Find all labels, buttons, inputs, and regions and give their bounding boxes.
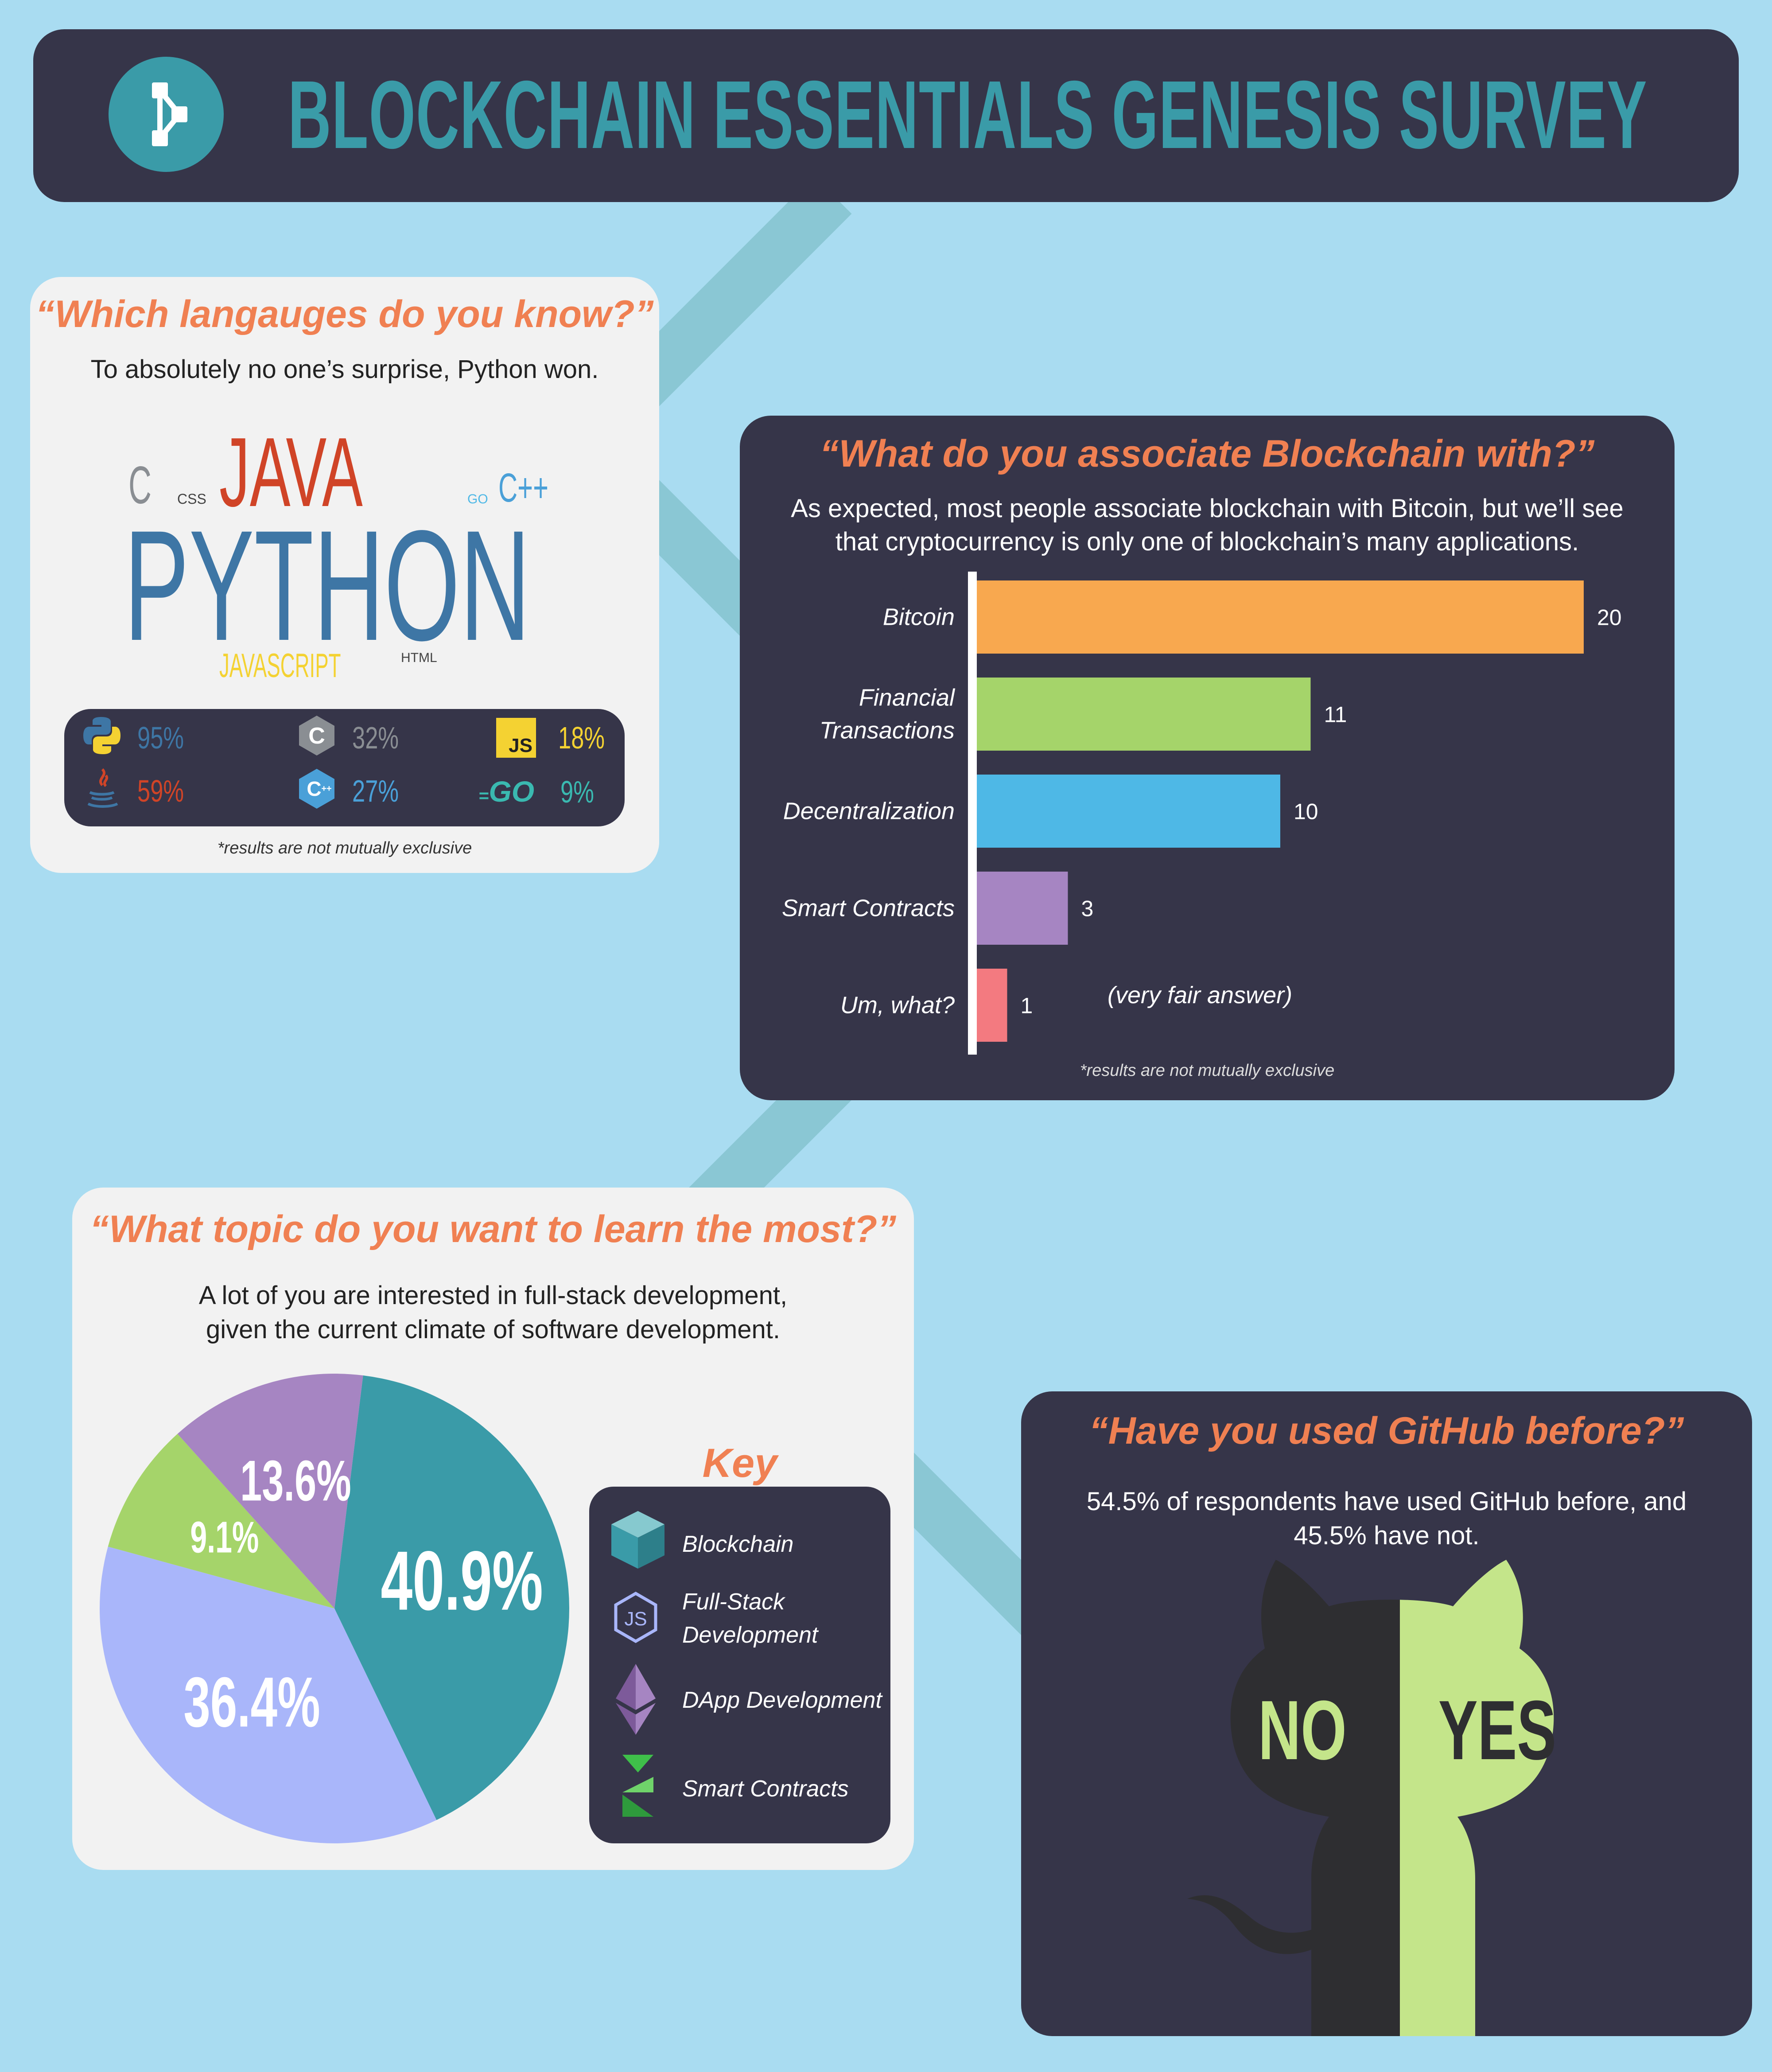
cloud-word-cpp: C++ [498, 465, 549, 510]
github-title: “Have you used GitHub before?” [1089, 1410, 1684, 1452]
pie-label-0: 40.9% [381, 1534, 543, 1628]
bar-category-label-0-0: Bitcoin [883, 604, 955, 631]
bar-value-label-2: 10 [1294, 799, 1318, 824]
associate-card [740, 416, 1675, 1100]
octocat-yes-half [1400, 1560, 1554, 2036]
cloud-word-go: GO [467, 492, 488, 506]
pie-slice-0 [334, 1375, 570, 1820]
ethereum-icon [614, 1664, 658, 1735]
svg-text:++: ++ [321, 784, 331, 794]
pie-slice-2 [108, 1433, 334, 1609]
cube-icon [609, 1509, 667, 1571]
java-percent: 59% [137, 774, 184, 808]
associate-subtitle-line2: that cryptocurrency is only one of block… [835, 527, 1579, 556]
bar-3 [977, 872, 1068, 945]
cpp-icon: C ++ [295, 767, 339, 811]
cloud-word-python: PYTHON [124, 498, 531, 674]
page-title: BLOCKCHAIN ESSENTIALS GENESIS SURVEY [288, 61, 1648, 169]
bar-category-label-4-0: Um, what? [840, 992, 955, 1019]
topic-subtitle-line1: A lot of you are interested in full-stac… [198, 1281, 788, 1310]
go-percent: 9% [560, 775, 594, 809]
python-percent: 95% [137, 721, 184, 755]
header-banner [33, 29, 1739, 202]
languages-subtitle: To absolutely no one’s surprise, Python … [90, 355, 599, 384]
bar-2 [977, 775, 1280, 848]
key-label-fullstack: Full-Stack Development [682, 1589, 818, 1648]
key-title: Key [702, 1441, 777, 1486]
associate-title: “What do you associate Blockchain with?” [820, 432, 1595, 475]
github-subtitle-line2: 45.5% have not. [1294, 1521, 1480, 1550]
go-icon: =GO [478, 775, 535, 808]
associate-subtitle: As expected, most people associate block… [758, 492, 1657, 558]
key-label-blockchain: Blockchain [682, 1531, 794, 1557]
svg-text:C: C [307, 777, 321, 800]
svg-text:JS: JS [624, 1608, 647, 1630]
github-no-label: NO [1258, 1683, 1346, 1777]
bar-value-label-0: 20 [1597, 605, 1622, 630]
java-icon [82, 767, 122, 811]
bar-1 [977, 678, 1311, 751]
cloud-word-html: HTML [401, 650, 437, 665]
associate-subtitle-line1: As expected, most people associate block… [791, 494, 1624, 523]
github-yes-label: YES [1438, 1683, 1556, 1777]
blockchain-network-icon [109, 57, 224, 172]
bar-category-label-3-0: Smart Contracts [782, 895, 955, 922]
pie-label-3: 13.6% [240, 1448, 351, 1513]
github-subtitle-line1: 54.5% of respondents have used GitHub be… [1086, 1487, 1687, 1516]
cloud-word-c: C [128, 456, 152, 515]
bar-value-label-3: 3 [1081, 896, 1094, 921]
bar-category-label-2-0: Decentralization [783, 798, 955, 825]
topic-title: “What topic do you want to learn the mos… [89, 1208, 897, 1250]
topic-subtitle: A lot of you are interested in full-stac… [72, 1278, 914, 1347]
github-octocat-chart: NO YES [1187, 1560, 1556, 2036]
svg-text:C: C [308, 723, 325, 749]
c-percent: 32% [352, 721, 399, 755]
languages-footnote: *results are not mutually exclusive [217, 839, 472, 857]
cloud-word-java: JAVA [219, 417, 363, 527]
github-subtitle: 54.5% of respondents have used GitHub be… [1037, 1484, 1737, 1553]
python-icon [80, 713, 124, 758]
cloud-word-css: CSS [177, 491, 206, 507]
bar-value-label-1: 11 [1324, 702, 1347, 727]
topic-pie-chart: 40.9% 36.4% 9.1%13.6% [99, 1374, 570, 1843]
cpp-percent: 27% [352, 774, 399, 808]
key-label-smart-contracts: Smart Contracts [682, 1776, 849, 1802]
um-what-annotation: (very fair answer) [1108, 982, 1293, 1009]
bar-category-label-1-0: Financial [859, 685, 956, 711]
js-icon: JS [496, 718, 536, 758]
pie-label-1: 36.4% [183, 1662, 320, 1741]
c-icon: C [295, 713, 339, 758]
pie-slice-1 [99, 1546, 437, 1843]
bar-4 [977, 969, 1007, 1042]
bar-chart-axis [968, 572, 977, 1055]
cloud-word-javascript: JAVASCRIPT [219, 647, 341, 685]
octocat-no-half [1187, 1560, 1400, 2036]
bar-category-label-1-1: Transactions [820, 717, 955, 744]
key-label-dapp: DApp Development [682, 1687, 882, 1713]
associate-footnote: *results are not mutually exclusive [1080, 1061, 1335, 1080]
bar-value-label-4: 1 [1021, 993, 1033, 1018]
topic-subtitle-line2: given the current climate of software de… [206, 1315, 780, 1344]
associate-bar-chart: 20 Bitcoin 11 Financial Transactions 10 Decent… [782, 572, 1622, 1055]
pie-label-2: 9.1% [190, 1513, 259, 1562]
smart-contract-icon [616, 1753, 660, 1819]
js-percent: 18% [558, 721, 605, 755]
pie-slice-3 [177, 1374, 363, 1609]
languages-title: “Which langauges do you know?” [35, 293, 654, 335]
bar-0 [977, 580, 1584, 654]
nodejs-icon: JS [611, 1591, 660, 1644]
